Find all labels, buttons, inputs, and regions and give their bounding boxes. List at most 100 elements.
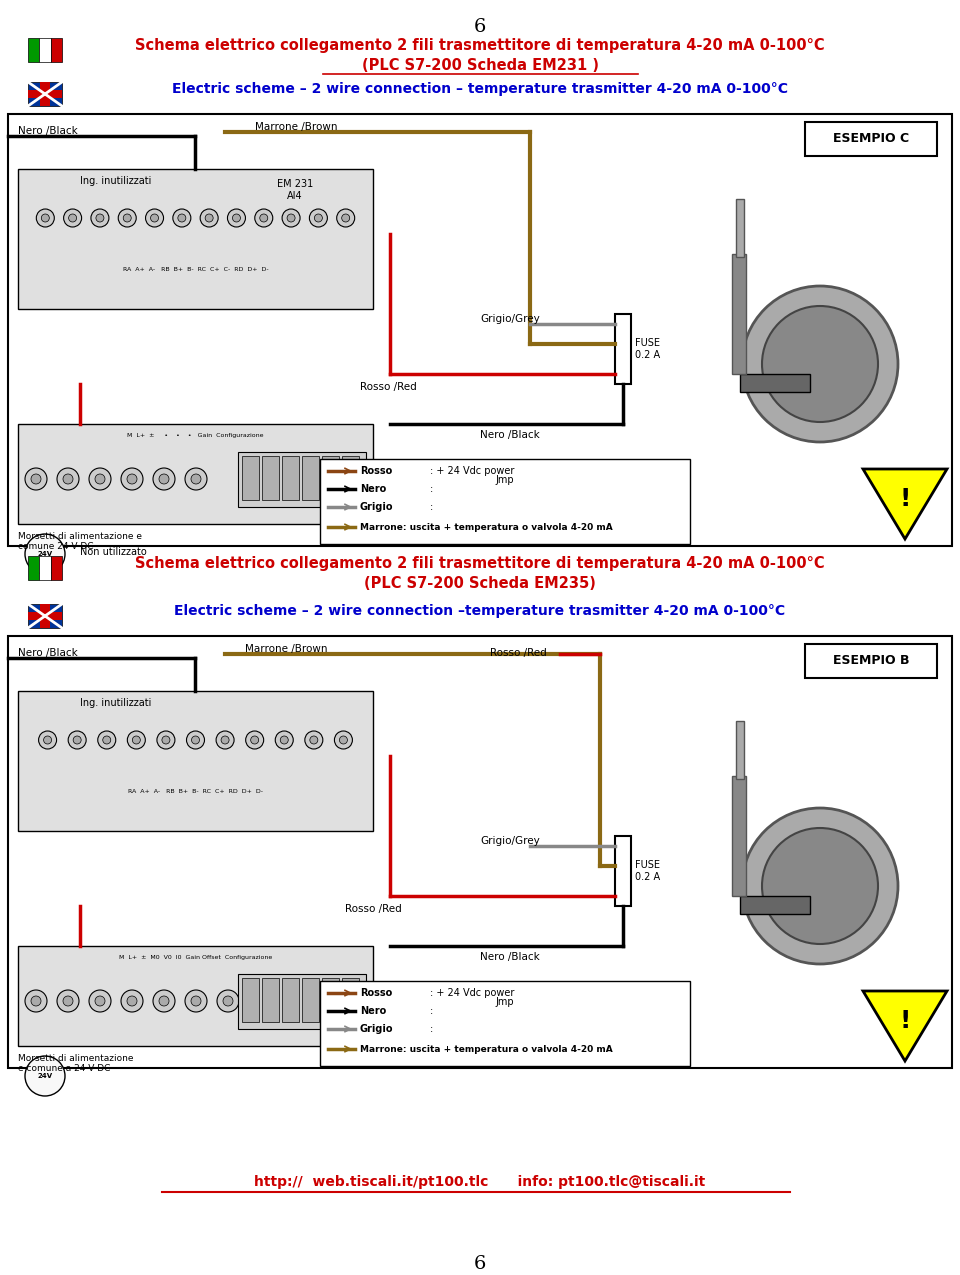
Bar (322, 978, 339, 1023)
Circle shape (98, 731, 116, 748)
Bar (18, 946, 373, 1046)
Bar (282, 456, 300, 500)
Circle shape (63, 996, 73, 1006)
Circle shape (340, 736, 348, 745)
Circle shape (159, 996, 169, 1006)
Circle shape (162, 736, 170, 745)
Circle shape (25, 989, 47, 1012)
Text: :: : (430, 1024, 433, 1034)
Circle shape (742, 808, 898, 964)
Text: http://  web.tiscali.it/pt100.tlc      info: pt100.tlc@tiscali.it: http:// web.tiscali.it/pt100.tlc info: p… (254, 1176, 706, 1190)
Text: Marrone /Brown: Marrone /Brown (245, 644, 327, 654)
Bar (242, 456, 259, 500)
Text: Nero /Black: Nero /Black (18, 648, 78, 658)
Text: Rosso: Rosso (360, 988, 393, 998)
Bar (320, 459, 690, 544)
Text: Grigio: Grigio (360, 502, 394, 513)
Bar (740, 896, 810, 914)
Circle shape (41, 214, 49, 222)
Text: 24V: 24V (37, 551, 53, 557)
Bar (302, 456, 319, 500)
Text: Rosso /Red: Rosso /Red (490, 648, 547, 658)
Circle shape (128, 731, 145, 748)
Circle shape (63, 474, 73, 484)
Circle shape (254, 209, 273, 227)
Circle shape (31, 474, 41, 484)
Circle shape (228, 209, 246, 227)
Text: Grigio/Grey: Grigio/Grey (480, 836, 540, 847)
Circle shape (63, 209, 82, 227)
Circle shape (25, 468, 47, 490)
Text: M  L+  ±     •    •    •   Gain  Configurazione: M L+ ± • • • Gain Configurazione (128, 434, 264, 439)
Bar (28, 612, 62, 620)
Circle shape (191, 474, 201, 484)
Circle shape (260, 214, 268, 222)
Text: Nero /Black: Nero /Black (480, 430, 540, 440)
Bar (282, 978, 300, 1023)
Circle shape (342, 214, 349, 222)
Bar (736, 720, 744, 779)
Circle shape (205, 214, 213, 222)
Text: Schema elettrico collegamento 2 fili trasmettitore di temperatura 4-20 mA 0-100°: Schema elettrico collegamento 2 fili tra… (135, 556, 825, 571)
Text: !: ! (900, 1009, 911, 1033)
Circle shape (25, 1056, 65, 1096)
Text: Grigio/Grey: Grigio/Grey (480, 314, 540, 324)
Text: Grigio: Grigio (360, 1024, 394, 1034)
Circle shape (95, 996, 105, 1006)
Circle shape (200, 209, 218, 227)
Text: 6: 6 (474, 1255, 486, 1272)
Bar (238, 974, 366, 1029)
Circle shape (25, 534, 65, 574)
Circle shape (153, 468, 175, 490)
Circle shape (38, 731, 57, 748)
Text: : + 24 Vdc power: : + 24 Vdc power (430, 988, 515, 998)
Text: RA  A+  A-   RB  B+  B-  RC  C+  C-  RD  D+  D-: RA A+ A- RB B+ B- RC C+ C- RD D+ D- (123, 268, 268, 273)
Text: ESEMPIO B: ESEMPIO B (832, 654, 909, 668)
Text: EM 231
AI4: EM 231 AI4 (276, 180, 313, 200)
Text: :: : (430, 502, 433, 513)
Circle shape (57, 989, 79, 1012)
Circle shape (91, 209, 108, 227)
Circle shape (223, 996, 233, 1006)
Circle shape (186, 731, 204, 748)
Bar (18, 170, 373, 309)
Text: Morsetti di alimentazione
e comune a 24 V DC: Morsetti di alimentazione e comune a 24 … (18, 1054, 133, 1074)
Bar (8, 636, 952, 1068)
Circle shape (276, 731, 293, 748)
Text: :: : (430, 484, 433, 493)
Text: ESEMPIO C: ESEMPIO C (833, 133, 909, 145)
Bar (740, 374, 810, 391)
Circle shape (36, 209, 55, 227)
Circle shape (305, 731, 323, 748)
Circle shape (127, 996, 137, 1006)
Bar (322, 456, 339, 500)
Bar (736, 199, 744, 258)
Text: Marrone /Brown: Marrone /Brown (255, 122, 338, 133)
Text: Electric scheme – 2 wire connection –temperature trasmitter 4-20 mA 0-100°C: Electric scheme – 2 wire connection –tem… (175, 604, 785, 618)
Bar (320, 980, 690, 1066)
Circle shape (156, 731, 175, 748)
Circle shape (121, 468, 143, 490)
Text: Nero /Black: Nero /Black (480, 952, 540, 963)
Circle shape (185, 989, 207, 1012)
Circle shape (178, 214, 186, 222)
Circle shape (216, 731, 234, 748)
Circle shape (159, 474, 169, 484)
Bar (39, 556, 51, 580)
Circle shape (282, 209, 300, 227)
Text: M  L+  ±  M0  V0  I0  Gain Offset  Configurazione: M L+ ± M0 V0 I0 Gain Offset Configurazio… (119, 955, 272, 960)
Bar (40, 604, 50, 629)
Circle shape (57, 468, 79, 490)
Bar (732, 254, 746, 374)
Circle shape (89, 468, 111, 490)
Circle shape (146, 209, 163, 227)
Bar (18, 425, 373, 524)
Circle shape (310, 736, 318, 745)
Circle shape (762, 306, 878, 422)
Text: : + 24 Vdc power: : + 24 Vdc power (430, 465, 515, 476)
Text: Ing. inutilizzati: Ing. inutilizzati (80, 697, 152, 708)
Polygon shape (863, 469, 947, 539)
Bar (805, 644, 937, 678)
Circle shape (251, 736, 258, 745)
Circle shape (742, 286, 898, 442)
